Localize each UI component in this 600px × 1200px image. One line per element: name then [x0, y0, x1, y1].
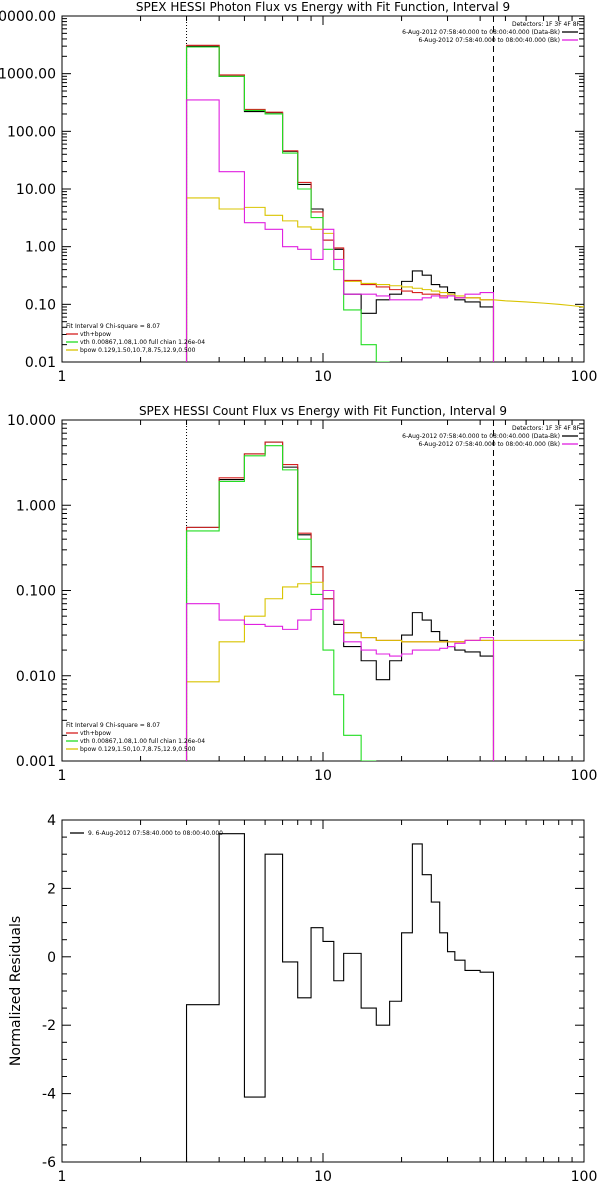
- panel2-x-tick-label: 100: [571, 768, 598, 784]
- panel2-legend-bottom-text-0: Fit Interval 9 Chi-square = 8.07: [66, 722, 160, 729]
- panel1-title: SPEX HESSI Photon Flux vs Energy with Fi…: [136, 0, 510, 14]
- panel1-series-data-bk: [185, 45, 495, 362]
- panel3-y-tick-label: 0: [47, 950, 56, 966]
- panel3-y-tick-label: 4: [47, 813, 56, 829]
- panel2-legend-top-text-2: 6-Aug-2012 07:58:40.000 to 08:00:40.000 …: [418, 441, 560, 448]
- panel2-x-tick-label: 1: [58, 768, 67, 784]
- panel1-y-tick-label: 1000.00: [0, 67, 56, 83]
- photon-flux-panel: SPEX HESSI Photon Flux vs Energy with Fi…: [0, 0, 597, 385]
- panel2-y-tick-label: 10.000: [7, 413, 56, 429]
- panel2-y-tick-label: 0.001: [16, 754, 56, 770]
- panel1-legend-bottom-text-3: bpow 0.129,1.50,10.7,8.75,12.9,0.500: [80, 347, 196, 354]
- panel3-plot-area: [185, 833, 495, 1162]
- residuals-panel: 1 10 100 4 2 0 -2 -4 -6 Normalized Residuals 9. 6-…: [8, 813, 597, 1185]
- panel2-y-tick-label: 1.000: [16, 498, 56, 514]
- panel1-legend-top-text-1: 6-Aug-2012 07:58:40.000 to 08:00:40.000 …: [402, 29, 560, 36]
- panel1-legend-bottom-text-0: Fit Interval 9 Chi-square = 8.07: [66, 323, 160, 330]
- panel2-y-tick-label: 0.100: [16, 584, 56, 600]
- panel3-x-tick-label: 10: [314, 1169, 332, 1185]
- panel2-y-tick-label: 0.010: [16, 669, 56, 685]
- panel3-x-tick-label: 1: [58, 1169, 67, 1185]
- panel1-series-bk: [185, 99, 495, 362]
- panel3-y-tick-label: -2: [42, 1018, 56, 1034]
- panel3-series-residuals: [185, 833, 495, 1162]
- panel2-legend-bottom-text-3: bpow 0.129,1.50,10.7,8.75,12.9,0.500: [80, 746, 196, 753]
- panel2-series-vth: [185, 445, 377, 761]
- panel1-series-vth: [185, 46, 390, 362]
- panel3-y-tick-label: -6: [42, 1155, 56, 1171]
- panel1-y-tick-label: 10.00: [16, 182, 56, 198]
- panel2-legend-bottom-text-2: vth 0.00867,1.08,1.00 full chian 1.26e-0…: [80, 738, 205, 745]
- panel3-x-tick-label: 100: [571, 1169, 598, 1185]
- panel1-plot-area: [185, 44, 584, 362]
- panel2-title: SPEX HESSI Count Flux vs Energy with Fit…: [139, 404, 507, 418]
- panel3-y-tick-label: 2: [47, 881, 56, 897]
- panel1-y-tick-label: 0.10: [25, 297, 56, 313]
- panel1-legend-top-text-0: Detectors: 1F 3F 4F 8F: [512, 21, 581, 28]
- panel2-legend-top-text-1: 6-Aug-2012 07:58:40.000 to 08:00:40.000 …: [402, 433, 560, 440]
- panel1-legend-top-text-2: 6-Aug-2012 07:58:40.000 to 08:00:40.000 …: [418, 37, 560, 44]
- panel1-series-bpow-ext: [493, 299, 584, 308]
- panel3-y-tick-label: -4: [42, 1087, 56, 1103]
- panel3-legend-text-0: 9. 6-Aug-2012 07:58:40.000 to 08:00:40.0…: [88, 830, 223, 837]
- panel2-legend-top-text-0: Detectors: 1F 3F 4F 8F: [512, 425, 581, 432]
- panel2-legend-bottom-text-1: vth+bpow: [80, 730, 111, 737]
- panel1-y-tick-label: 0.01: [25, 355, 56, 371]
- panel1-x-tick-label: 1: [58, 369, 67, 385]
- panel1-y-tick-label: 100.00: [7, 124, 56, 140]
- panel1-y-tick-label: 1.00: [25, 240, 56, 256]
- panel1-x-tick-label: 10: [314, 369, 332, 385]
- panel2-series-bk: [185, 589, 495, 761]
- panel2-plot-area: [185, 441, 584, 761]
- panel1-legend-bottom-text-2: vth 0.00867,1.08,1.00 full chian 1.26e-0…: [80, 339, 205, 346]
- panel3-y-axis-label: Normalized Residuals: [8, 916, 24, 1066]
- count-flux-panel: SPEX HESSI Count Flux vs Energy with Fit…: [7, 404, 597, 784]
- panel1-legend-bottom-text-1: vth+bpow: [80, 331, 111, 338]
- panel1-series-bpow: [185, 197, 495, 362]
- panel2-x-tick-label: 10: [314, 768, 332, 784]
- panel1-x-tick-label: 100: [571, 369, 598, 385]
